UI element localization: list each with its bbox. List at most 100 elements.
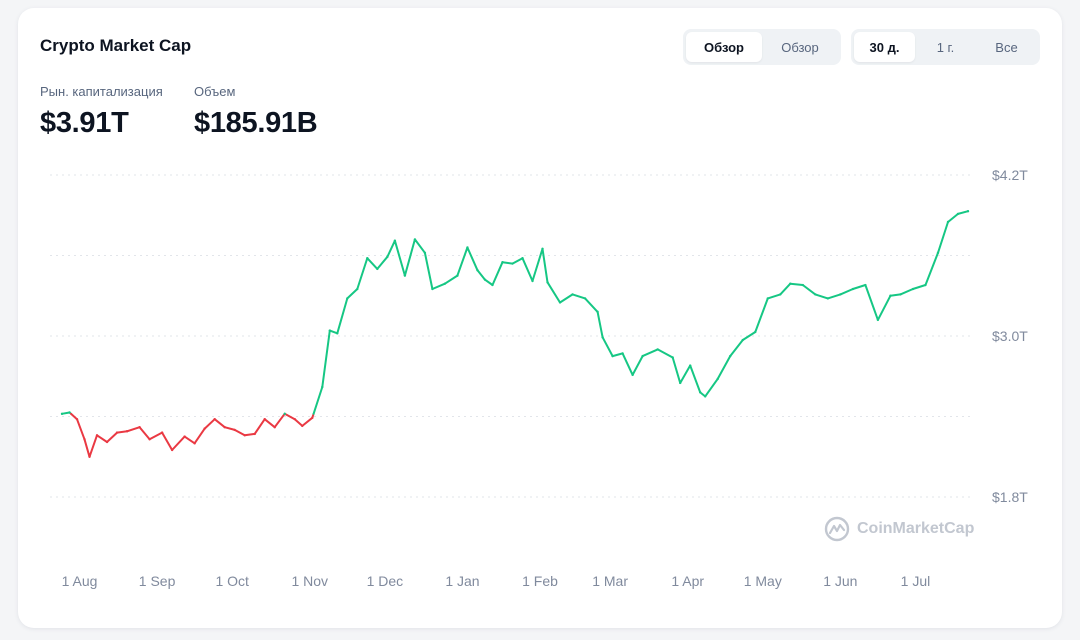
data-point <box>138 426 141 429</box>
widget-title: Crypto Market Cap <box>40 36 192 55</box>
volume-value: $185.91B <box>194 107 318 139</box>
data-point <box>766 297 769 300</box>
data-point <box>476 269 479 272</box>
volume-label: Объем <box>194 84 236 99</box>
y-tick-label: $3.0T <box>992 328 1028 344</box>
data-point <box>336 332 339 335</box>
market-cap-chart[interactable]: $4.2T $3.0T $1.8T 1 Aug 1 Sep 1 Oct 1 Nov 1 Dec… <box>18 8 1062 608</box>
data-point <box>864 283 867 287</box>
data-point <box>283 412 286 416</box>
data-point <box>321 385 324 389</box>
data-point <box>83 438 86 441</box>
data-point <box>491 283 494 287</box>
view-button-overview[interactable]: Обзор <box>686 32 762 62</box>
data-point <box>631 373 634 377</box>
y-tick-label: $4.2T <box>992 167 1028 183</box>
data-point <box>704 395 707 398</box>
data-point <box>851 287 855 291</box>
data-point <box>801 283 805 287</box>
watermark-text: CoinMarketCap <box>857 520 975 537</box>
volume-stat: Объем $185.91B <box>194 84 318 140</box>
data-point <box>641 354 644 358</box>
range-button-1y[interactable]: 1 г. <box>936 39 955 55</box>
x-tick-label: 1 Dec <box>367 573 404 589</box>
data-point <box>243 434 246 437</box>
data-point <box>621 352 624 355</box>
data-point <box>328 329 331 332</box>
data-point <box>741 338 744 342</box>
data-point <box>699 391 702 394</box>
data-point <box>125 430 129 433</box>
data-point <box>558 301 562 304</box>
data-point <box>356 287 359 291</box>
data-point <box>716 377 719 381</box>
market-cap-stat: Рын. капитализация $3.91T <box>40 84 163 140</box>
x-tick-label: 1 Aug <box>62 573 98 589</box>
data-point <box>924 283 927 287</box>
data-point <box>293 417 296 421</box>
market-cap-value: $3.91T <box>40 107 129 139</box>
data-point <box>546 281 549 284</box>
data-point <box>521 256 524 260</box>
x-tick-label: 1 Jul <box>901 573 931 589</box>
data-point <box>311 416 314 420</box>
data-point <box>531 279 534 283</box>
data-point <box>386 255 389 259</box>
data-point <box>183 435 186 438</box>
data-point <box>75 417 79 421</box>
data-point <box>170 448 174 452</box>
view-toggle: Обзор Обзор <box>683 29 841 65</box>
coinmarketcap-watermark: CoinMarketCap <box>824 516 974 542</box>
data-point <box>899 293 902 296</box>
data-point <box>956 212 960 216</box>
data-point <box>656 348 659 351</box>
data-point <box>301 424 304 428</box>
series-line-up <box>312 210 969 415</box>
data-point <box>160 431 164 434</box>
x-tick-label: 1 Oct <box>215 573 249 589</box>
data-point <box>583 297 587 300</box>
coinmarketcap-logo-icon <box>824 516 850 542</box>
data-point <box>839 293 842 296</box>
data-point <box>263 417 266 421</box>
x-tick-label: 1 Mar <box>592 573 628 589</box>
view-button-overview-alt[interactable]: Обзор <box>781 39 819 55</box>
data-point <box>95 434 99 437</box>
x-tick-label: 1 Jun <box>823 573 857 589</box>
data-point <box>431 287 434 291</box>
data-point <box>423 251 427 255</box>
x-tick-label: 1 Sep <box>139 573 176 589</box>
data-point <box>443 282 447 285</box>
data-point <box>393 239 397 242</box>
data-point <box>789 282 792 285</box>
range-button-30d[interactable]: 30 д. <box>854 32 915 62</box>
x-tick-label: 1 May <box>744 573 782 589</box>
data-point <box>233 428 236 432</box>
data-point <box>541 247 544 250</box>
x-tick-label: 1 Jan <box>445 573 479 589</box>
data-point <box>376 267 379 271</box>
data-point <box>936 251 940 255</box>
data-point <box>366 256 369 260</box>
data-point <box>501 261 504 264</box>
market-cap-card: Crypto Market Cap Обзор Обзор 30 д. 1 г.… <box>18 8 1062 628</box>
range-button-all[interactable]: Все <box>995 39 1018 55</box>
data-point <box>601 336 604 339</box>
data-point <box>60 412 64 416</box>
data-point <box>688 364 692 367</box>
data-point <box>148 438 151 441</box>
data-point <box>213 417 216 421</box>
series-line-down <box>283 412 315 427</box>
y-tick-label: $1.8T <box>992 489 1028 505</box>
data-point <box>413 238 417 241</box>
data-point <box>456 274 459 277</box>
data-point <box>729 354 732 358</box>
data-point <box>826 297 830 300</box>
data-point <box>671 356 674 359</box>
data-point <box>678 381 682 385</box>
data-point <box>511 262 514 265</box>
data-point <box>88 455 91 458</box>
data-point <box>754 330 757 334</box>
data-point <box>273 426 276 429</box>
data-point <box>596 310 599 314</box>
